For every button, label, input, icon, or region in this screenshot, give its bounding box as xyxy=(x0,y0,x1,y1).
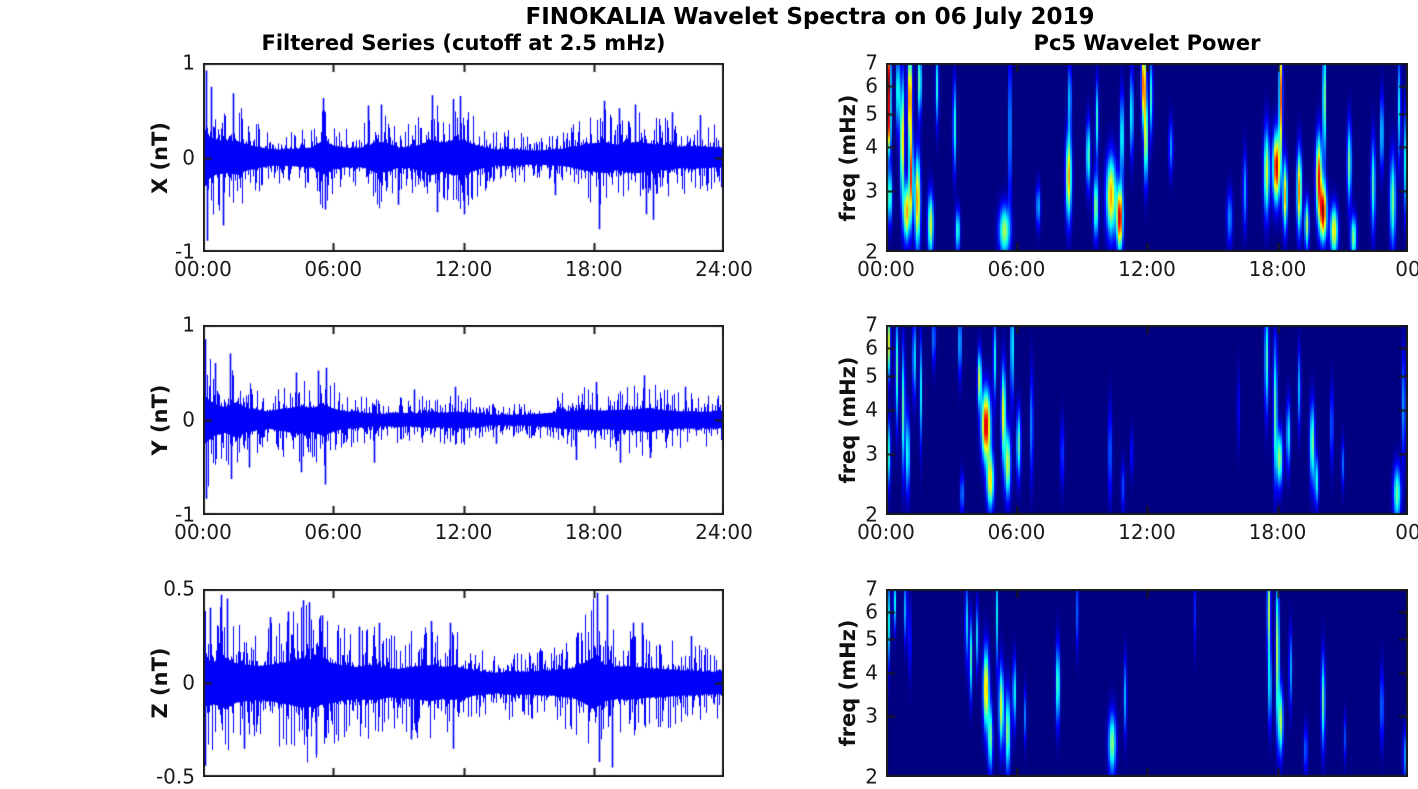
z-series-canvas xyxy=(203,589,724,777)
x-wavelet-panel: 00:00 06:00 12:00 18:00 00 7 6 5 4 3 2 freq (mHz) xyxy=(836,51,1418,281)
x-axis-tick-label: 00 xyxy=(1395,520,1418,544)
y-axis-tick-label: 6 xyxy=(865,335,878,360)
x-axis-tick-label: 00:00 xyxy=(857,520,915,544)
z-wavelet-panel: 7 6 5 4 3 2 freq (mHz) xyxy=(836,577,1408,789)
x-axis-tick-label: 24:00 xyxy=(695,257,753,281)
y-axis-tick-label: 6 xyxy=(865,599,878,624)
y-axis-tick-label: 0 xyxy=(182,407,195,432)
z-series-panel: 0.5 0 -0.5 Z (nT) xyxy=(148,577,724,789)
y-axis-tick-label: 7 xyxy=(865,50,878,75)
y-axis-label: freq (mHz) xyxy=(836,619,860,747)
y-axis-tick-label: -1 xyxy=(175,239,195,264)
y-wavelet-panel: 00:00 06:00 12:00 18:00 00 7 6 5 4 3 2 freq (mHz) xyxy=(836,313,1418,544)
x-axis-tick-label: 12:00 xyxy=(1118,257,1176,281)
y-axis-label: X (nT) xyxy=(148,121,172,194)
x-axis-tick-label: 12:00 xyxy=(434,257,493,281)
right-column-title: Pc5 Wavelet Power xyxy=(1033,31,1261,55)
y-axis-tick-label: 0 xyxy=(182,145,195,170)
y-axis-label: freq (mHz) xyxy=(836,94,860,221)
y-axis-tick-label: -0.5 xyxy=(155,764,195,789)
x-axis-tick-label: 00:00 xyxy=(174,520,232,544)
x-axis-tick-label: 06:00 xyxy=(304,520,363,544)
x-axis-tick-label: 18:00 xyxy=(564,257,623,281)
y-axis-label: Y (nT) xyxy=(148,384,172,456)
y-axis-tick-label: 6 xyxy=(865,73,878,98)
y-axis-tick-label: -1 xyxy=(175,502,195,527)
y-axis-tick-label: 2 xyxy=(865,502,878,527)
y-axis-tick-label: 3 xyxy=(865,703,878,728)
x-axis-tick-label: 06:00 xyxy=(304,257,363,281)
y-axis-label: Z (nT) xyxy=(148,647,172,719)
x-axis-tick-label: 18:00 xyxy=(564,520,623,544)
x-axis-tick-label: 12:00 xyxy=(434,520,493,544)
y-axis-tick-label: 5 xyxy=(865,363,878,388)
x-series-panel: 00:00 06:00 12:00 18:00 24:00 1 0 -1 X (nT) xyxy=(148,51,753,281)
y-axis-tick-label: 4 xyxy=(865,660,878,685)
y-series-canvas xyxy=(203,325,724,515)
x-axis-tick-label: 00:00 xyxy=(174,257,232,281)
x-axis-tick-label: 12:00 xyxy=(1118,520,1176,544)
y-axis-tick-label: 3 xyxy=(865,441,878,466)
y-series-panel: 00:00 06:00 12:00 18:00 24:00 1 0 -1 Y (nT) xyxy=(148,313,753,544)
y-axis-tick-label: 7 xyxy=(865,312,878,337)
x-axis-tick-label: 06:00 xyxy=(987,520,1046,544)
z-wavelet-canvas xyxy=(886,589,1408,777)
y-axis-tick-label: 2 xyxy=(865,764,878,789)
y-axis-tick-label: 5 xyxy=(865,101,878,126)
y-axis-tick-label: 0.5 xyxy=(163,576,195,601)
y-axis-tick-label: 4 xyxy=(865,397,878,422)
x-wavelet-canvas xyxy=(886,63,1408,252)
x-axis-tick-label: 18:00 xyxy=(1248,257,1307,281)
y-axis-tick-label: 3 xyxy=(865,178,878,203)
y-axis-tick-label: 2 xyxy=(865,239,878,264)
y-wavelet-canvas xyxy=(886,325,1408,515)
x-axis-tick-label: 00:00 xyxy=(857,257,915,281)
y-axis-tick-label: 1 xyxy=(182,50,195,75)
x-series-canvas xyxy=(203,63,724,252)
left-column-title: Filtered Series (cutoff at 2.5 mHz) xyxy=(261,31,666,55)
y-axis-tick-label: 1 xyxy=(182,312,195,337)
y-axis-tick-label: 7 xyxy=(865,576,878,601)
x-axis-tick-label: 06:00 xyxy=(987,257,1046,281)
x-axis-tick-label: 00 xyxy=(1395,257,1418,281)
x-axis-tick-label: 18:00 xyxy=(1248,520,1307,544)
y-axis-tick-label: 0 xyxy=(182,670,195,695)
y-axis-tick-label: 4 xyxy=(865,134,878,159)
y-axis-label: freq (mHz) xyxy=(836,356,860,484)
y-axis-tick-label: 5 xyxy=(865,627,878,652)
figure-title: FINOKALIA Wavelet Spectra on 06 July 201… xyxy=(525,4,1095,30)
x-axis-tick-label: 24:00 xyxy=(695,520,753,544)
